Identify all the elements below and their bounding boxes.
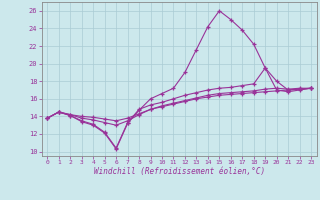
X-axis label: Windchill (Refroidissement éolien,°C): Windchill (Refroidissement éolien,°C): [94, 167, 265, 176]
